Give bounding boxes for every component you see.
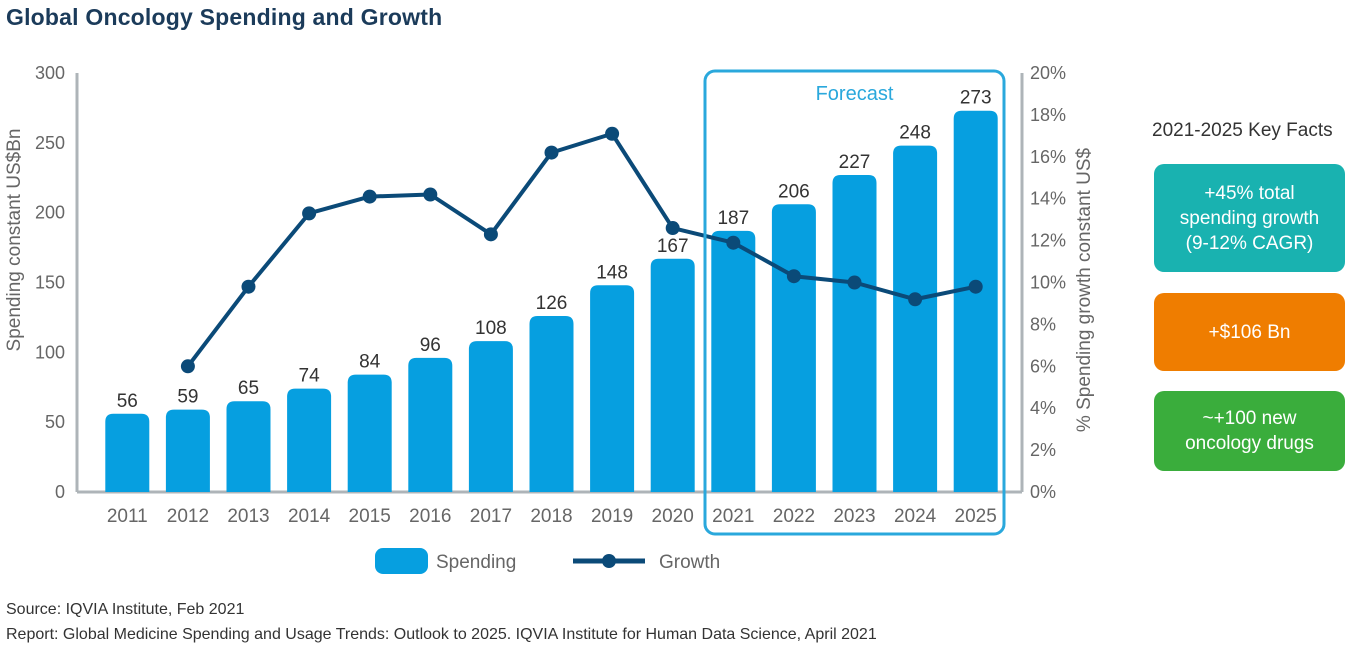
y-tick-label: 300 (35, 63, 65, 83)
y-tick-label: 150 (35, 273, 65, 293)
y2-axis-title: % Spending growth constant US$ (1074, 148, 1095, 433)
x-tick-label: 2024 (894, 506, 937, 527)
y-axis-title: Spending constant US$Bn (4, 129, 25, 352)
bar-2011 (105, 413, 150, 492)
bar-2017 (468, 341, 513, 492)
bar-value-label: 84 (359, 352, 381, 373)
bar-value-label: 227 (839, 152, 871, 173)
bar-value-label: 74 (299, 366, 321, 387)
y2-tick-label: 2% (1030, 440, 1056, 460)
growth-point-2014 (302, 206, 317, 221)
bar-value-label: 96 (420, 335, 441, 356)
bar-2012 (165, 409, 210, 492)
bar-2025 (953, 110, 998, 493)
legend-label-spending: Spending (436, 552, 516, 573)
x-tick-label: 2023 (833, 506, 875, 527)
y-tick-label: 50 (45, 412, 65, 432)
y2-tick-label: 0% (1030, 482, 1056, 502)
y-tick-label: 0 (55, 482, 65, 502)
x-tick-label: 2019 (591, 506, 633, 527)
x-tick-label: 2022 (773, 506, 815, 527)
bar-value-label: 65 (238, 378, 259, 399)
bar-value-label: 59 (177, 387, 198, 408)
y2-tick-label: 12% (1030, 231, 1066, 251)
forecast-box (703, 69, 1006, 536)
growth-line (186, 131, 977, 368)
forecast-label: Forecast (816, 83, 894, 105)
bar-2021 (711, 230, 756, 492)
bar-2022 (771, 204, 816, 492)
growth-point-2019 (605, 126, 620, 141)
x-tick-label: 2018 (530, 506, 572, 527)
bar-value-label: 248 (899, 123, 931, 144)
bar-value-label: 148 (596, 262, 628, 283)
y2-tick-label: 4% (1030, 398, 1056, 418)
report-note: Report: Global Medicine Spending and Usa… (6, 626, 877, 643)
y2-tick-label: 10% (1030, 273, 1066, 293)
y2-tick-label: 20% (1030, 63, 1066, 83)
growth-point-2017 (483, 227, 498, 242)
bar-value-label: 206 (778, 181, 810, 202)
y-tick-label: 100 (35, 342, 65, 362)
y2-tick-label: 6% (1030, 356, 1056, 376)
growth-point-2025 (968, 279, 983, 294)
bar-2020 (650, 258, 695, 492)
y-tick-label: 200 (35, 203, 65, 223)
growth-point-2021 (726, 235, 741, 250)
y2-tick-label: 14% (1030, 189, 1066, 209)
chart-title: Global Oncology Spending and Growth (6, 4, 443, 30)
bar-2016 (408, 357, 453, 492)
bar-2014 (287, 388, 332, 492)
x-tick-label: 2012 (167, 506, 209, 527)
bar-2023 (832, 174, 877, 492)
x-tick-label: 2013 (227, 506, 269, 527)
x-tick-label: 2011 (107, 506, 148, 527)
y2-tick-label: 18% (1030, 105, 1066, 125)
bar-2019 (590, 285, 635, 492)
bar-value-label: 108 (475, 318, 507, 339)
x-tick-label: 2016 (409, 506, 451, 527)
growth-point-2018 (544, 145, 559, 160)
x-tick-label: 2025 (955, 506, 997, 527)
growth-point-2020 (665, 221, 680, 236)
bar-value-label: 273 (960, 88, 992, 109)
key-fact-dollar-increase: +$106 Bn (1154, 293, 1345, 371)
source-note: Source: IQVIA Institute, Feb 2021 (6, 601, 245, 618)
key-fact-new-drugs: ~+100 new oncology drugs (1154, 391, 1345, 471)
growth-point-2012 (180, 359, 195, 374)
growth-point-2015 (362, 189, 377, 204)
y-tick-label: 250 (35, 133, 65, 153)
x-tick-label: 2017 (470, 506, 512, 527)
bar-value-label: 56 (117, 391, 138, 412)
legend-label-growth: Growth (659, 552, 720, 573)
x-tick-label: 2015 (349, 506, 391, 527)
key-fact-spending-growth: +45% total spending growth (9-12% CAGR) (1154, 164, 1345, 272)
legend-swatch-spending (375, 548, 428, 574)
bar-2013 (226, 401, 271, 492)
legend-swatch-growth-marker (602, 554, 616, 568)
x-tick-label: 2020 (652, 506, 694, 527)
y2-tick-label: 16% (1030, 147, 1066, 167)
bar-2024 (893, 145, 938, 493)
growth-point-2024 (908, 292, 923, 307)
growth-point-2022 (786, 269, 801, 284)
x-tick-label: 2021 (712, 506, 754, 527)
y2-tick-label: 8% (1030, 314, 1056, 334)
bar-value-label: 167 (657, 236, 689, 257)
key-facts-title: 2021-2025 Key Facts (1152, 120, 1333, 141)
bar-value-label: 126 (536, 293, 568, 314)
growth-point-2013 (241, 279, 256, 294)
x-tick-label: 2014 (288, 506, 331, 527)
growth-point-2023 (847, 275, 862, 290)
growth-point-2016 (423, 187, 438, 202)
bar-2018 (529, 316, 574, 492)
bar-value-label: 187 (717, 208, 749, 229)
bar-2015 (347, 374, 392, 492)
